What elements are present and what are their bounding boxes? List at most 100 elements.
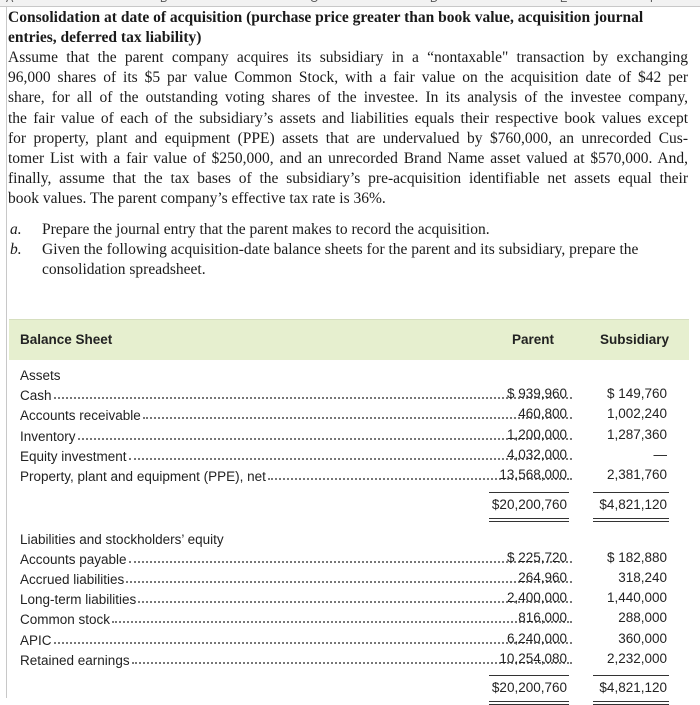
column-header: C [310,0,318,5]
total-rule [593,675,669,677]
table-row: Common stock [20,609,580,627]
row-label: Inventory [20,428,76,444]
table-header: Balance Sheet Parent Subsidiary [9,319,689,360]
total-rule [593,491,669,493]
row-label: Retained earnings [20,653,130,668]
row-label: Common stock [20,612,111,628]
parent-value: 460,800 [518,406,567,422]
text-line: Prepare the journal entry that the paren… [42,220,490,238]
dot-leader [53,397,572,399]
title-line: Consolidation at date of acquisition (pu… [8,9,644,26]
text-line: tomer List with a fair value of $250,000… [8,150,688,168]
row-label: Equity investment [20,448,127,464]
text-line: consolidation spreadsheet. [42,260,206,278]
balance-sheet: Balance Sheet Parent Subsidiary Assets Cash… [9,319,689,705]
row-label: Property, plant and equipment (PPE), net [20,469,266,485]
table-row: Property, plant and equipment (PPE), net [20,466,580,484]
column-header: A [6,0,13,5]
double-rule [593,701,669,705]
text-line: share, for all of the outstanding voting… [8,89,688,107]
parent-value: $ 225,720 [506,549,567,565]
subsidiary-total: $4,821,120 [599,680,667,696]
row-label: Cash [20,388,52,403]
section-title: Assets [20,368,61,383]
subsidiary-value: 2,232,000 [606,651,667,666]
text-line: for property, plant and equipment (PPE) … [8,129,688,147]
title-line: entries, deferred tax liability) [8,29,202,46]
table-row: Retained earnings [20,650,580,668]
header-cell: Parent [511,332,554,347]
dot-leader [126,580,572,583]
dot-leader [53,641,572,644]
text-line: Given the following acquisition-date bal… [42,240,639,258]
double-rule [489,517,569,522]
subsidiary-value: 360,000 [618,630,667,646]
parent-value: 2,400,000 [506,590,567,606]
problem-text: Assume that the parent company acquires … [8,48,688,210]
subsidiary-value: 2,381,760 [606,467,667,483]
item-label: b. [10,240,22,258]
dot-leader [128,560,572,563]
table-row: Inventory [20,426,580,444]
subsidiary-value: 318,240 [618,569,667,585]
parent-value: 264,960 [518,569,567,585]
subsidiary-total: $4,821,120 [599,496,667,512]
subsidiary-value: 1,002,240 [606,406,667,422]
item-text: Prepare the journal entry that the paren… [42,220,688,240]
subsidiary-value: — [653,446,668,462]
section-title: Liabilities and stockholders’ equity [20,531,224,547]
table-row: Cash [20,385,580,403]
subsidiary-value: $ 149,760 [606,386,667,401]
row-label: Accrued liabilities [20,571,125,587]
total-rule [489,491,569,493]
subsidiary-value: 1,287,360 [606,426,667,442]
text-line: the fair value of each of the subsidiary… [8,109,688,127]
list-item: b. Given the following acquisition-date b… [10,240,688,280]
dot-leader [142,417,572,420]
item-label: a. [10,220,22,238]
header-cell: Subsidiary [599,332,669,347]
dot-leader [267,478,572,481]
problem-title: Consolidation at date of acquisition (pu… [8,8,688,48]
parent-value: 10,254,080 [499,651,567,666]
double-rule [489,701,569,705]
table-row: Accrued liabilities [20,569,580,587]
column-header: E [560,0,567,5]
header-cell: Balance Sheet [20,332,113,347]
parent-value: 13,568,000 [499,467,567,483]
total-rule [489,675,569,677]
table-row: Accounts receivable [20,405,580,423]
subsidiary-value: 1,440,000 [606,590,667,606]
row-label: Accounts payable [20,551,127,567]
list-item: a. Prepare the journal entry that the par… [10,220,688,240]
dot-leader [112,621,572,624]
problem: Consolidation at date of acquisition (pu… [8,8,688,280]
column-header: B [160,0,167,5]
dot-leader [128,457,572,460]
problem-items: a. Prepare the journal entry that the par… [8,220,688,280]
dot-leader [138,601,572,604]
item-text: Given the following acquisition-date bal… [42,240,688,280]
subsidiary-value: $ 182,880 [606,549,667,565]
parent-value: 6,240,000 [506,630,567,646]
subsidiary-value: 288,000 [618,610,667,626]
dot-leader [131,662,572,664]
table-row: Long-term liabilities [20,589,580,607]
column-headers: A B C D E F [0,0,700,7]
grid-line [6,6,7,698]
parent-total: $20,200,760 [491,680,567,696]
table-row: Accounts payable [20,549,580,567]
parent-value: 4,032,000 [506,446,567,462]
parent-total: $20,200,760 [491,496,567,512]
text-line: finally, assume that the tax bases of th… [8,170,688,188]
parent-value: $ 939,960 [506,386,567,401]
text-line: Assume that the parent company acquires … [8,49,688,66]
table-row: Equity investment [20,446,580,464]
dot-leader [77,437,572,440]
table-row: APIC [20,630,580,648]
text-line: 96,000 shares of its $5 par value Common… [8,69,688,87]
column-header: F [650,0,657,5]
text-line: book values. The parent company’s effect… [8,190,386,208]
parent-value: 816,000 [518,610,567,626]
